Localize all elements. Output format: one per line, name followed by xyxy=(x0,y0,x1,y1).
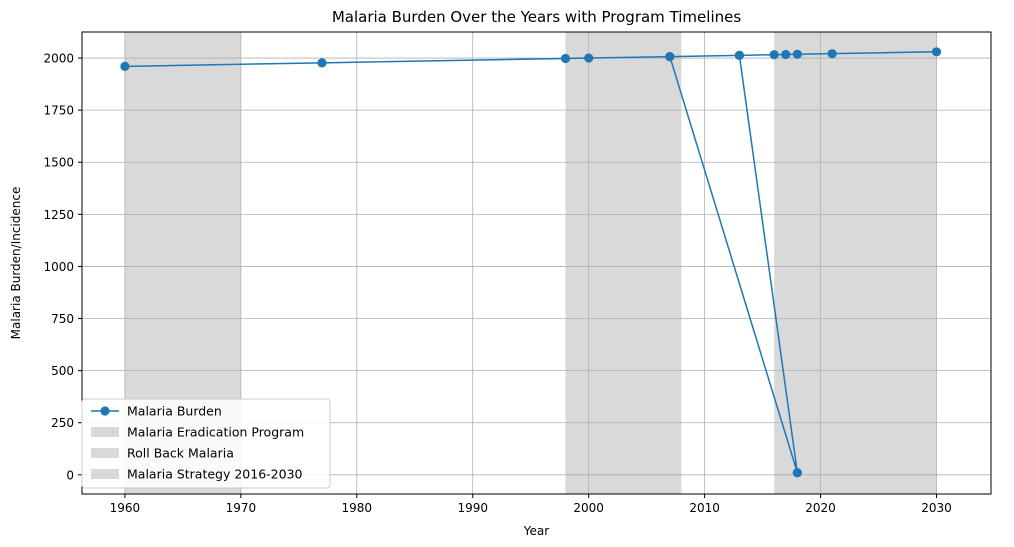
data-point-9 xyxy=(792,468,802,478)
program-spans xyxy=(124,32,937,494)
legend-span-swatch-3 xyxy=(91,469,119,479)
legend-label-span-2: Roll Back Malaria xyxy=(127,446,234,461)
legend-label-span-3: Malaria Strategy 2016-2030 xyxy=(127,467,303,482)
data-point-1 xyxy=(120,61,130,71)
program-span-3 xyxy=(774,32,937,494)
program-span-2 xyxy=(565,32,682,494)
data-point-15 xyxy=(931,47,942,57)
data-point-10 xyxy=(734,50,745,60)
y-tick-label-750: 750 xyxy=(51,312,74,326)
x-tick-label-1980: 1980 xyxy=(342,501,373,515)
x-tick-label-2030: 2030 xyxy=(921,501,952,515)
data-point-4 xyxy=(584,53,594,63)
x-axis-label: Year xyxy=(523,524,549,538)
data-point-11 xyxy=(769,50,779,60)
axis-ticks: 1960 1970 1980 1990 2000 2010 2020 2030 0 250 500 7… xyxy=(43,52,951,515)
legend: Malaria Burden Malaria Eradication Progra… xyxy=(81,398,331,489)
y-tick-label-250: 250 xyxy=(51,416,74,430)
y-tick-label-500: 500 xyxy=(51,364,74,378)
y-tick-label-1750: 1750 xyxy=(43,104,74,118)
legend-label-span-1: Malaria Eradication Program xyxy=(127,425,304,440)
legend-label-series: Malaria Burden xyxy=(127,404,222,419)
x-tick-label-2000: 2000 xyxy=(573,501,604,515)
data-point-7 xyxy=(665,51,675,62)
x-tick-label-1960: 1960 xyxy=(110,501,141,515)
plot-frame xyxy=(81,31,992,495)
legend-span-swatch-1 xyxy=(91,427,119,437)
data-point-13 xyxy=(792,49,802,59)
legend-point-marker xyxy=(100,406,110,416)
x-tick-label-2010: 2010 xyxy=(689,501,720,515)
legend-span-swatch-2 xyxy=(91,448,119,458)
y-tick-label-2000: 2000 xyxy=(43,52,74,66)
x-tick-label-2020: 2020 xyxy=(805,501,836,515)
legend-box xyxy=(81,398,331,489)
x-tick-label-1970: 1970 xyxy=(226,501,257,515)
y-axis-label: Malaria Burden/Incidence xyxy=(9,187,23,340)
data-point-2 xyxy=(317,58,327,68)
data-point-3 xyxy=(560,53,571,64)
y-tick-label-1250: 1250 xyxy=(43,208,74,222)
data-point-12 xyxy=(781,49,791,60)
y-tick-label-0: 0 xyxy=(66,468,74,482)
y-tick-label-1000: 1000 xyxy=(43,260,74,274)
chart-title: Malaria Burden Over the Years with Progr… xyxy=(332,8,742,26)
series-layer xyxy=(120,47,942,478)
data-point-14 xyxy=(827,49,837,59)
x-tick-label-1990: 1990 xyxy=(457,501,488,515)
y-tick-label-1500: 1500 xyxy=(43,156,74,170)
